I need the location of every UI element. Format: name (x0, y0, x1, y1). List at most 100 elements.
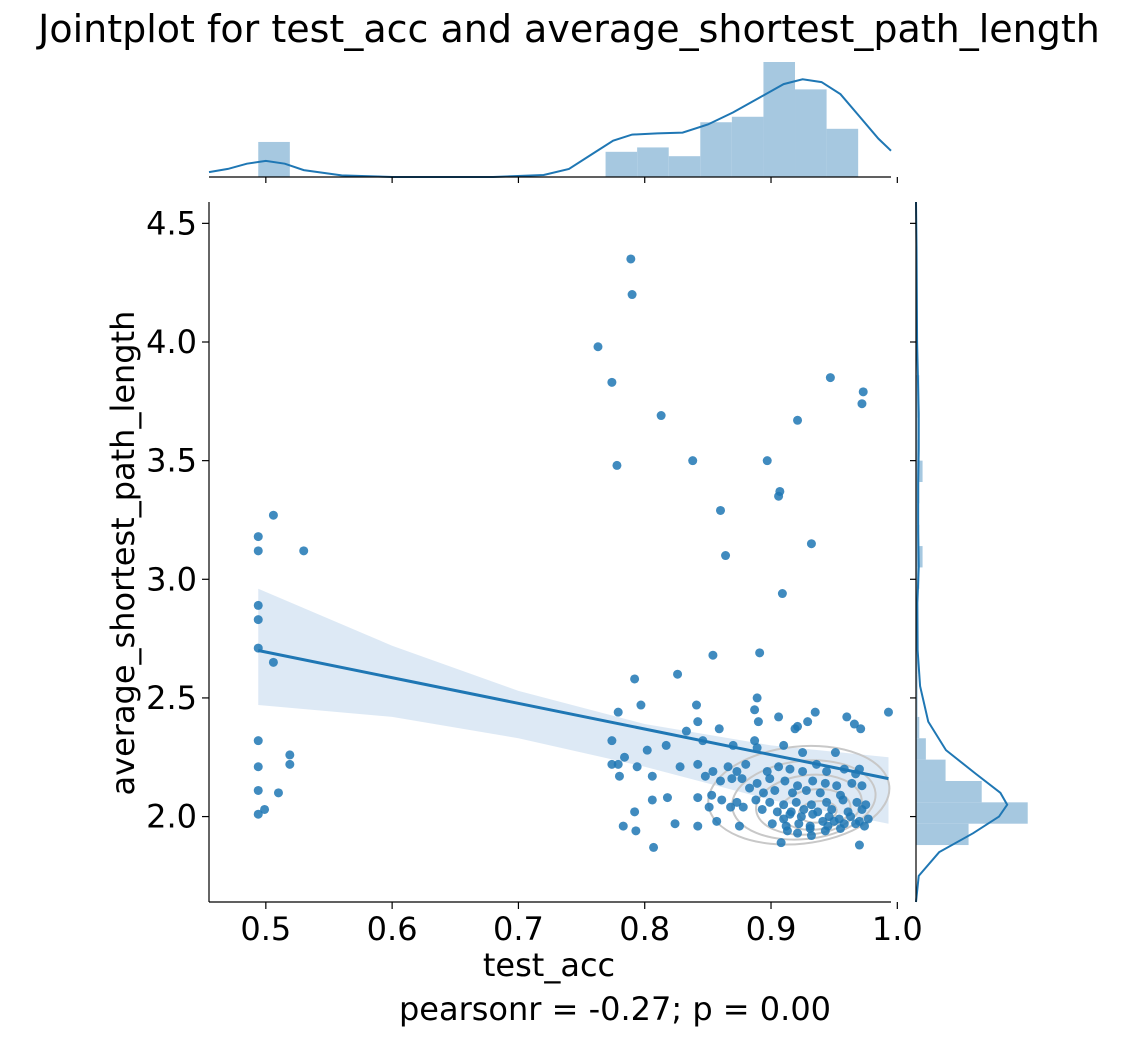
scatter-point (859, 821, 869, 831)
pearson-annotation: pearsonr = -0.27; p = 0.00 (399, 990, 831, 1028)
scatter-point (779, 800, 789, 810)
scatter-point (626, 254, 636, 264)
confidence-band (258, 588, 889, 824)
scatter-point (835, 823, 845, 833)
scatter-point (253, 600, 263, 610)
scatter-points-layer (253, 254, 893, 852)
scatter-point (780, 776, 790, 786)
scatter-point (799, 804, 809, 814)
scatter-point (636, 700, 646, 710)
regression-line-layer (257, 649, 889, 781)
scatter-point (681, 726, 691, 736)
scatter-point (762, 766, 772, 776)
scatter-point (774, 762, 784, 772)
scatter-point (704, 802, 714, 812)
right-marginal-bar (916, 503, 918, 525)
scatter-point (767, 819, 777, 829)
scatter-point (712, 816, 722, 826)
scatter-point (734, 821, 744, 831)
scatter-point (630, 674, 640, 684)
scatter-point (618, 821, 628, 831)
scatter-point (846, 812, 856, 822)
top-marginal-bar (258, 141, 290, 177)
scatter-point (805, 823, 815, 833)
right-marginal-bar (916, 738, 926, 760)
scatter-point (717, 795, 727, 805)
y-tick-label: 4.0 (146, 323, 197, 361)
scatter-point (832, 781, 842, 791)
scatter-point (614, 771, 624, 781)
scatter-point (798, 766, 808, 776)
scatter-point (268, 657, 278, 667)
scatter-point (708, 650, 718, 660)
scatter-point (820, 826, 830, 836)
scatter-point (808, 776, 818, 786)
scatter-point (753, 717, 763, 727)
scatter-point (779, 814, 789, 824)
scatter-point (796, 812, 806, 822)
right-marginal-kde (915, 201, 1009, 903)
scatter-point (737, 774, 747, 784)
scatter-point (299, 546, 309, 556)
scatter-point (762, 456, 772, 466)
scatter-point (607, 377, 617, 387)
scatter-point (779, 740, 789, 750)
top-marginal-kde (208, 78, 892, 178)
scatter-point (770, 785, 780, 795)
scatter-point (791, 797, 801, 807)
scatter-point (793, 781, 803, 791)
scatter-point (707, 790, 717, 800)
scatter-point (732, 766, 742, 776)
scatter-point (830, 748, 840, 758)
scatter-point (806, 539, 816, 549)
scatter-point (750, 705, 760, 715)
scatter-point (721, 551, 731, 561)
scatter-point (693, 821, 703, 831)
scatter-point (827, 804, 837, 814)
scatter-point (825, 373, 835, 383)
scatter-point (253, 615, 263, 625)
scatter-point (693, 759, 703, 769)
scatter-point (806, 800, 816, 810)
scatter-point (838, 795, 848, 805)
scatter-point (693, 717, 703, 727)
y-axis-title: average_shortest_path_length (104, 311, 142, 796)
top-marginal-bar (605, 151, 638, 177)
scatter-point (776, 838, 786, 848)
scatter-point (774, 712, 784, 722)
y-axis-ticks: 2.0 2.5 3.0 3.5 4.0 4.5 (146, 204, 916, 836)
right-marginal-bar (916, 780, 982, 803)
scatter-point (632, 762, 642, 772)
right-marginal-bar (916, 823, 969, 846)
x-axis-title: test_acc (483, 946, 615, 984)
top-marginal-bar (826, 128, 859, 177)
scatter-point (857, 804, 867, 814)
scatter-point (787, 788, 797, 798)
scatter-point (822, 797, 832, 807)
scatter-point (716, 776, 725, 786)
right-marginal-histogram (915, 201, 1028, 903)
right-marginal-bar (916, 759, 946, 781)
scatter-point (856, 724, 866, 734)
scatter-point (253, 809, 263, 819)
right-marginal-bar (916, 652, 918, 675)
x-tick-label: 0.5 (240, 910, 291, 948)
scatter-point (723, 762, 733, 772)
x-tick-label: 0.7 (493, 910, 544, 948)
top-marginal-bar (700, 122, 732, 177)
x-tick-label: 0.8 (619, 910, 670, 948)
scatter-point (757, 804, 767, 814)
top-marginal-bar (731, 116, 764, 177)
regression-line (257, 649, 889, 781)
scatter-point (607, 736, 617, 746)
scatter-point (790, 724, 800, 734)
scatter-point (714, 724, 724, 734)
y-tick-label: 3.5 (146, 442, 197, 480)
scatter-point (607, 759, 617, 769)
scatter-point (815, 788, 825, 798)
scatter-point (745, 783, 755, 793)
scatter-point (854, 840, 864, 850)
scatter-point (726, 802, 736, 812)
x-tick-label: 0.6 (367, 910, 418, 948)
